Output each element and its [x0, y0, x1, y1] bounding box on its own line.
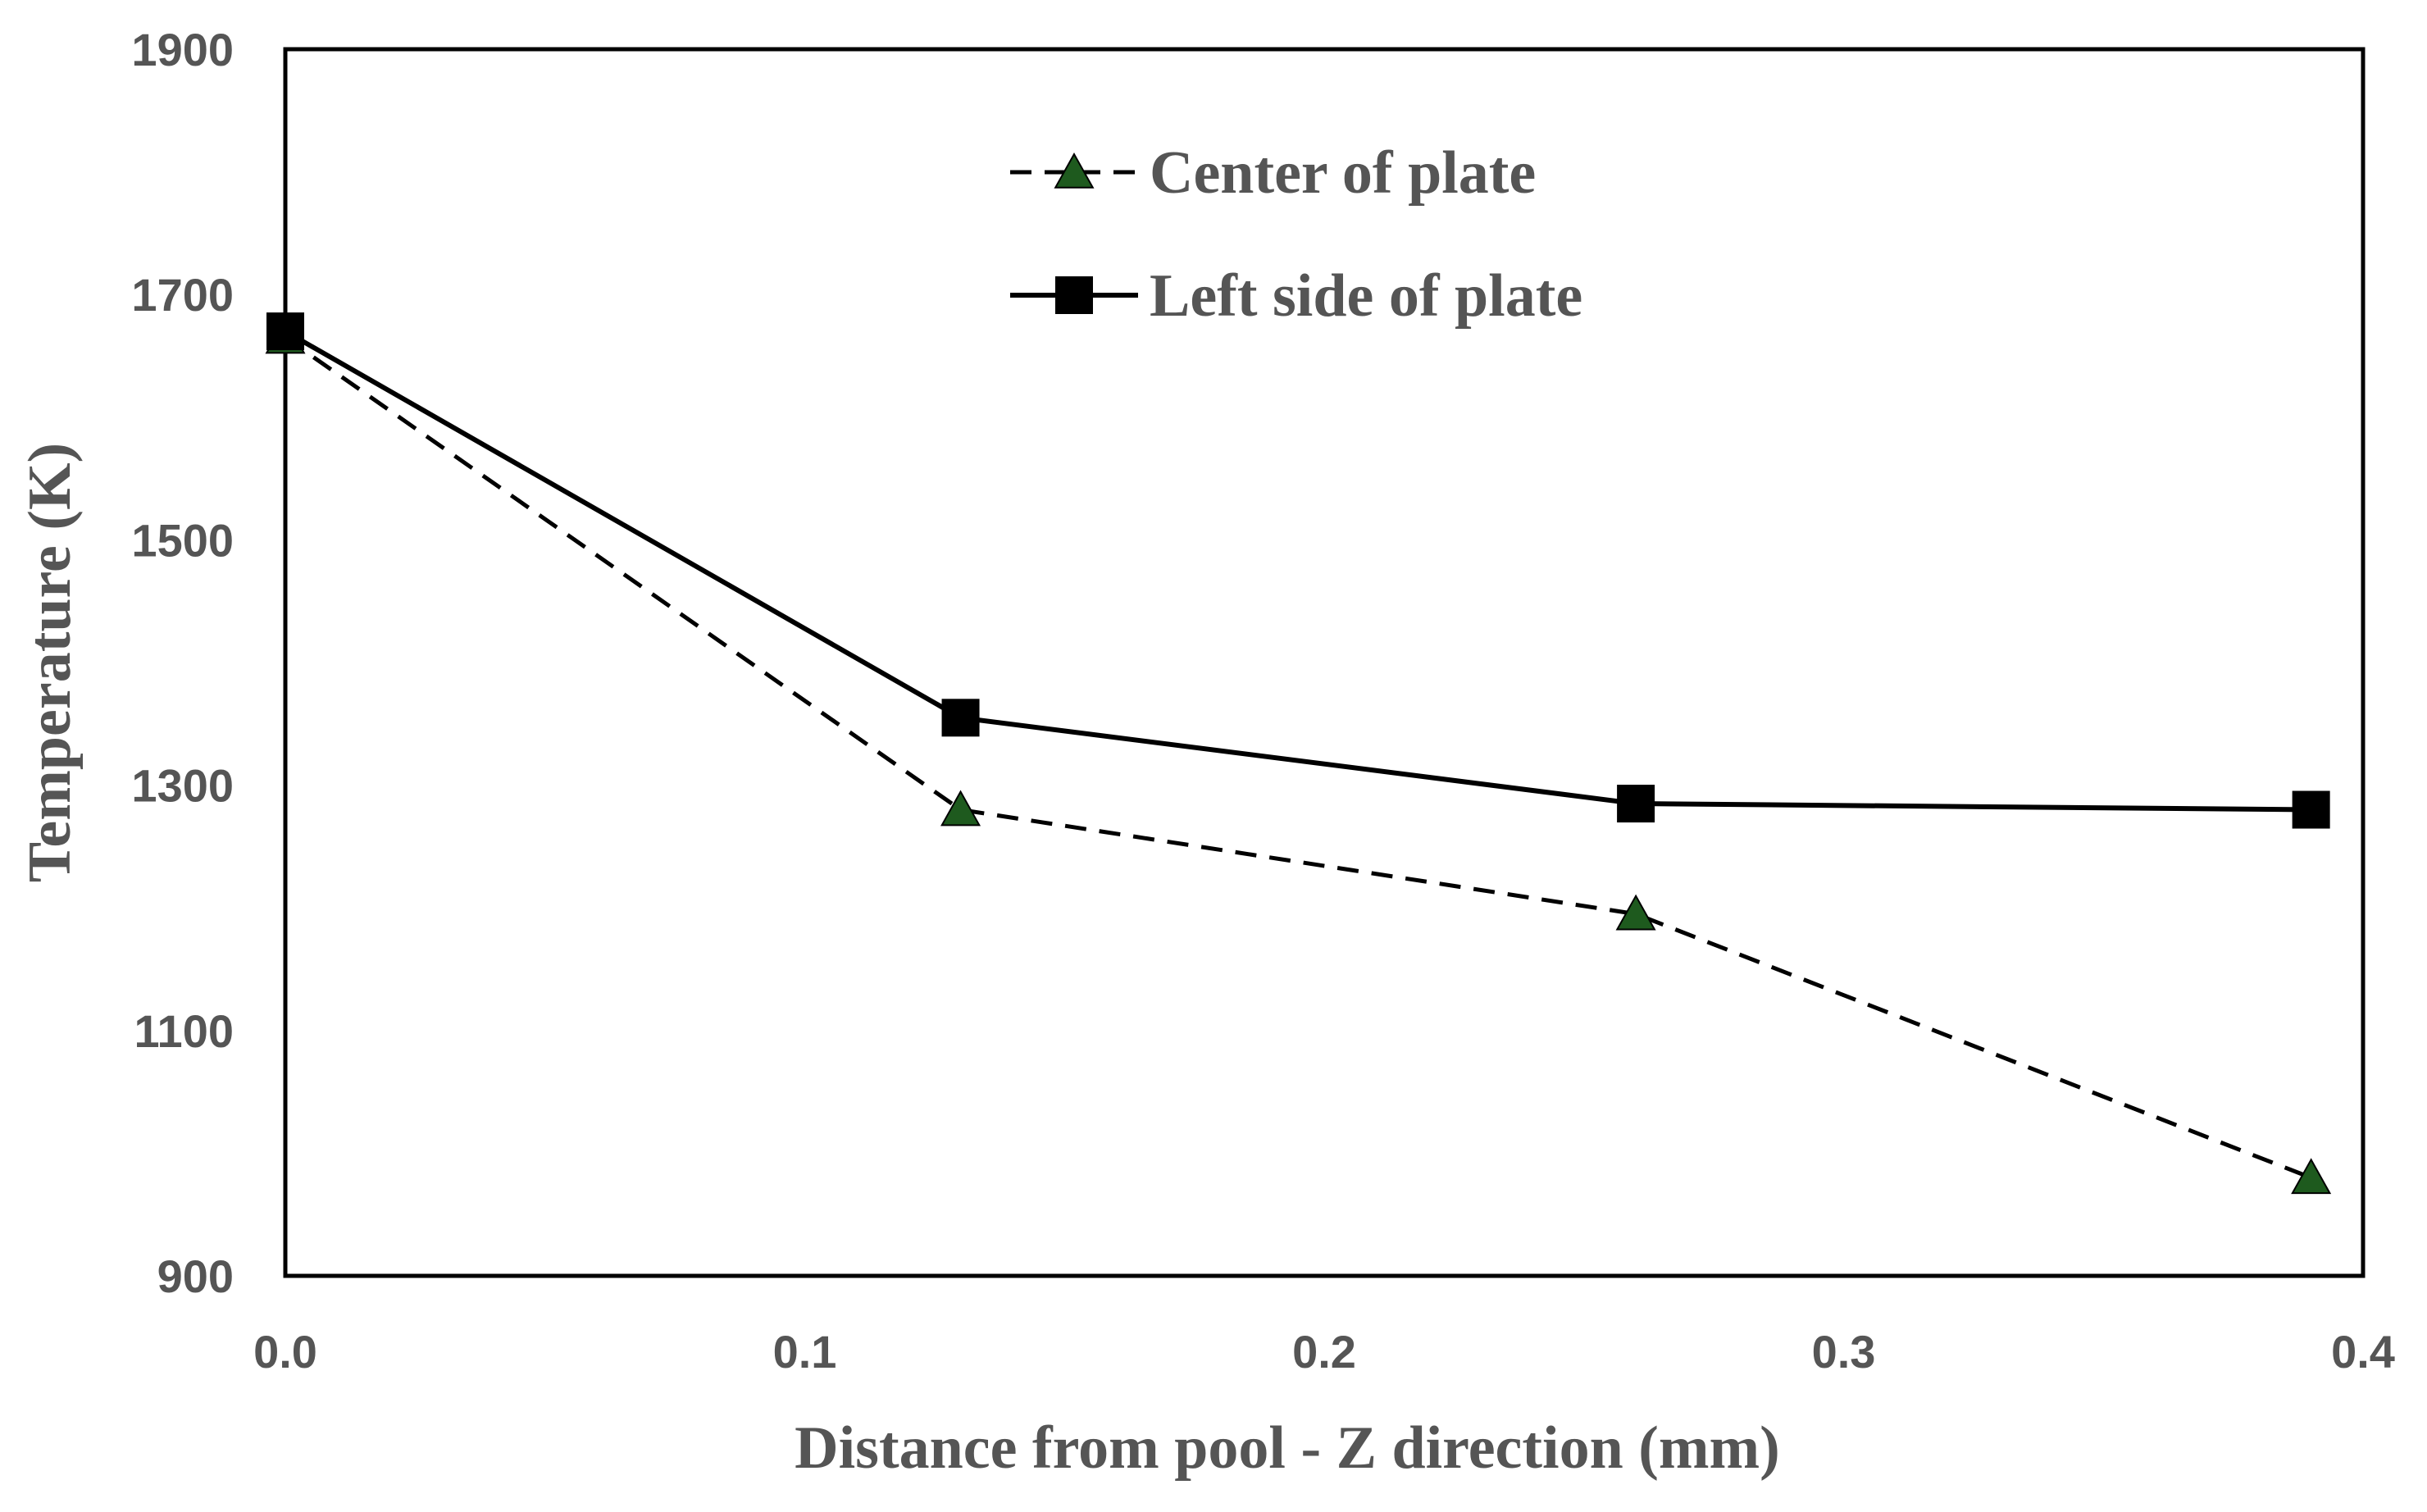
series-layer [265, 312, 2332, 1195]
data-point-square [941, 699, 980, 737]
y-axis: 900 1100 1300 1500 1700 1900 [131, 24, 234, 1302]
data-point-square [2292, 790, 2330, 829]
y-tick-label: 1500 [131, 514, 234, 566]
legend-marker-square [1055, 276, 1093, 314]
y-tick-label: 1700 [131, 269, 234, 321]
x-tick-label: 0.2 [1292, 1326, 1356, 1378]
data-point-triangle [940, 790, 981, 827]
legend-label: Center of plate [1150, 139, 1536, 207]
x-axis: 0.0 0.1 0.2 0.3 0.4 [253, 1326, 2395, 1378]
legend-marker-triangle [1054, 152, 1095, 189]
x-tick-label: 0.4 [2331, 1326, 2395, 1378]
y-tick-label: 1300 [131, 760, 234, 812]
data-point-triangle [2291, 1158, 2332, 1195]
x-axis-title: Distance from pool - Z direction (mm) [795, 1414, 1780, 1482]
x-tick-label: 0.3 [1812, 1326, 1876, 1378]
data-point-square [1617, 785, 1655, 823]
plot-area [283, 47, 2366, 1278]
legend-label: Left side of plate [1150, 262, 1582, 330]
y-axis-title: Temperature (K) [16, 443, 84, 882]
y-tick-label: 1100 [134, 1005, 235, 1057]
y-tick-label: 900 [157, 1250, 234, 1302]
x-tick-label: 0.1 [773, 1326, 837, 1378]
series-line-2 [284, 329, 2311, 813]
x-tick-label: 0.0 [253, 1326, 317, 1378]
legend: Center of plate Left side of plate [1010, 139, 1582, 330]
series-line-1 [284, 335, 2312, 1180]
data-point-square [266, 312, 304, 351]
data-point-triangle [1615, 894, 1656, 931]
y-tick-label: 1900 [131, 24, 234, 75]
